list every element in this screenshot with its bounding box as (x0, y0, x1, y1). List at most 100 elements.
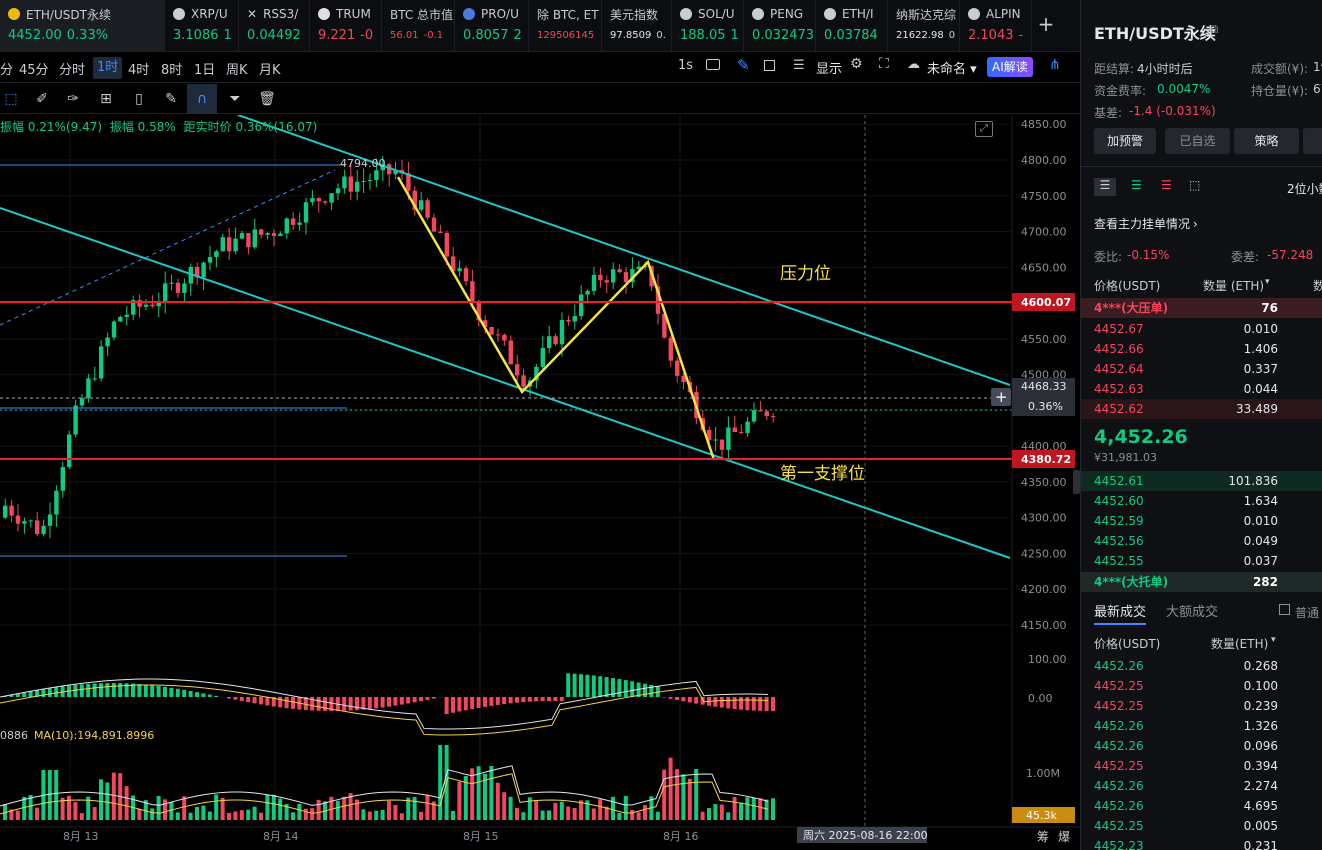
tab-large-trades[interactable]: 大额成交 (1166, 605, 1219, 620)
tab-price-row: 188.05 1 (680, 28, 743, 43)
macd-histogram-bar (137, 684, 142, 697)
depth-trades-icon[interactable]: ⬚ (1189, 178, 1201, 192)
add-tab-button[interactable]: + (1037, 12, 1055, 36)
symbol-tab[interactable]: ALPIN 2.1043- (960, 0, 1032, 51)
symbol-tab[interactable]: ETH/USDT永续 4452.00 0.33% (0, 0, 165, 51)
view-main-orders-link[interactable]: 查看主力挂单情况 › (1094, 215, 1198, 232)
bid-row[interactable]: 4452.59 0.010 (1081, 511, 1322, 531)
magnet-icon[interactable]: ∩ (187, 84, 217, 114)
bid-row[interactable]: 4452.56 0.049 (1081, 531, 1322, 551)
lock-icon[interactable]: ▯ (135, 91, 143, 107)
timeframe-option[interactable]: 周K (226, 63, 248, 78)
macd-histogram-bar (713, 697, 718, 707)
ask-row[interactable]: 4452.64 0.337 (1081, 359, 1322, 379)
symbol-tab[interactable]: XRP/U 3.1086 1 (165, 0, 239, 51)
symbol-tab[interactable]: SOL/U 188.05 1 (672, 0, 744, 51)
big-ask-row[interactable]: 4***(大压单) 76 (1081, 298, 1322, 318)
normal-checkbox[interactable] (1279, 604, 1290, 615)
symbol-tab[interactable]: PENG 0.032473 (744, 0, 816, 51)
marker-icon[interactable]: ✑ (67, 91, 79, 107)
depth-precision-selector[interactable]: 2位小数 (1287, 182, 1322, 196)
menu-lines-icon[interactable]: ☰ (793, 58, 805, 73)
macd-tick-label: 0.00 (1028, 692, 1053, 705)
macd-histogram-bar (227, 697, 231, 699)
fullscreen-icon[interactable]: ⛶ (879, 56, 889, 72)
cloud-icon[interactable]: ☁ (907, 57, 920, 72)
symbol-tab[interactable]: 除 BTC, ET 129506145 (529, 0, 602, 51)
big-bid-row[interactable]: 4***(大托单) 282 (1081, 572, 1322, 592)
add-alert-button (991, 388, 1011, 406)
trades-sort-icon[interactable]: ▾ (1271, 635, 1276, 645)
share-icon[interactable]: ⋔ (1049, 57, 1061, 73)
timeframe-option[interactable]: 45分 (19, 63, 49, 78)
ruler-icon[interactable]: ⊞ (100, 91, 112, 107)
ask-row[interactable]: 4452.66 1.406 (1081, 339, 1322, 359)
brush-icon[interactable]: ✐ (36, 91, 48, 107)
bid-row[interactable]: 4452.61 101.836 (1081, 471, 1322, 491)
big-bid-price: 4***(大托单) (1094, 575, 1169, 589)
symbol-tab[interactable]: 美元指数 97.8509 0. (602, 0, 672, 51)
camera-icon[interactable] (706, 59, 720, 70)
macd-histogram-bar (118, 683, 123, 697)
candle-body (559, 320, 565, 345)
candle-body (67, 434, 72, 468)
candle-body (675, 360, 680, 376)
timeframe-option[interactable]: 1日 (194, 63, 216, 78)
panel-action-button[interactable] (1303, 128, 1322, 154)
sort-icon[interactable]: ▾ (1265, 277, 1270, 287)
interval-selector[interactable]: 1s (678, 58, 694, 73)
ai-explain-button[interactable]: AI解读 (987, 57, 1033, 77)
volume-bar (271, 794, 276, 820)
col-qty-header[interactable]: 数量 (ETH) (1203, 279, 1265, 293)
timeframe-option[interactable]: 4时 (128, 63, 150, 78)
panel-action-button[interactable]: 策略 (1234, 128, 1299, 154)
panel-action-button[interactable]: 加预警 (1094, 128, 1156, 154)
bid-row[interactable]: 4452.60 1.634 (1081, 491, 1322, 511)
depth-both-icon[interactable]: ☰ (1094, 178, 1116, 196)
template-selector[interactable]: 未命名 ▾ (927, 62, 977, 77)
bid-row[interactable]: 4452.55 0.037 (1081, 551, 1322, 571)
depth-asks-icon[interactable]: ☰ (1161, 178, 1172, 192)
funding-value: 0.0047% (1157, 82, 1211, 96)
copy-icon[interactable]: ⧉ (1209, 22, 1219, 37)
trades-col-qty[interactable]: 数量(ETH) (1211, 637, 1269, 651)
depth-bids-icon[interactable]: ☰ (1131, 178, 1142, 192)
rectangle-select-icon[interactable]: ⬚ (4, 91, 18, 107)
macd-histogram-bar (630, 681, 635, 697)
candle-body (28, 520, 33, 522)
panel-action-button[interactable]: 已自选 (1165, 128, 1230, 154)
macd-histogram-bar (361, 697, 366, 710)
candle-body (124, 314, 129, 317)
timeframe-option[interactable]: 1时 (93, 57, 123, 79)
candle-body (342, 176, 347, 189)
symbol-tab[interactable]: ETH/I 0.03784 (816, 0, 888, 51)
gear-icon[interactable]: ⚙ (850, 56, 863, 72)
ask-row[interactable]: 4452.62 33.489 (1081, 399, 1322, 419)
price-tick-label: 4150.00 (1021, 619, 1067, 632)
candle-body (713, 439, 718, 441)
symbol-tab[interactable]: BTC 总市值 56.01 -0.1 (382, 0, 455, 51)
expand-chart-icon[interactable]: ⤢ (975, 121, 993, 137)
ask-row[interactable]: 4452.67 0.010 (1081, 319, 1322, 339)
trash-icon[interactable]: 🗑 (258, 91, 276, 107)
timeframe-option[interactable]: 分 (0, 63, 14, 78)
pencil-icon[interactable]: ✎ (737, 56, 750, 74)
timeframe-option[interactable]: 月K (259, 63, 281, 78)
popout-icon[interactable] (764, 60, 775, 71)
last-price-cny: ¥31,981.03 (1094, 451, 1157, 464)
symbol-tab[interactable]: TRUM 9.221 -0 (310, 0, 382, 51)
candle-body (508, 340, 513, 365)
tab-latest-trades[interactable]: 最新成交 (1094, 605, 1147, 620)
filter-icon[interactable]: ⏷ (229, 91, 241, 107)
display-button[interactable]: 显示 (816, 62, 843, 77)
volume-bar (419, 811, 423, 820)
symbol-tab[interactable]: PRO/U 0.8057 2 (455, 0, 529, 51)
edit-note-icon[interactable]: ✎ (165, 91, 177, 107)
symbol-tab[interactable]: ✕ RSS3/0.04492 (239, 0, 310, 51)
timeframe-option[interactable]: 8时 (161, 63, 183, 78)
timeframe-option[interactable]: 分时 (59, 63, 86, 78)
volume-bar (143, 800, 148, 820)
symbol-tab[interactable]: 纳斯达克综 21622.98 0 (888, 0, 960, 51)
ask-row[interactable]: 4452.63 0.044 (1081, 379, 1322, 399)
